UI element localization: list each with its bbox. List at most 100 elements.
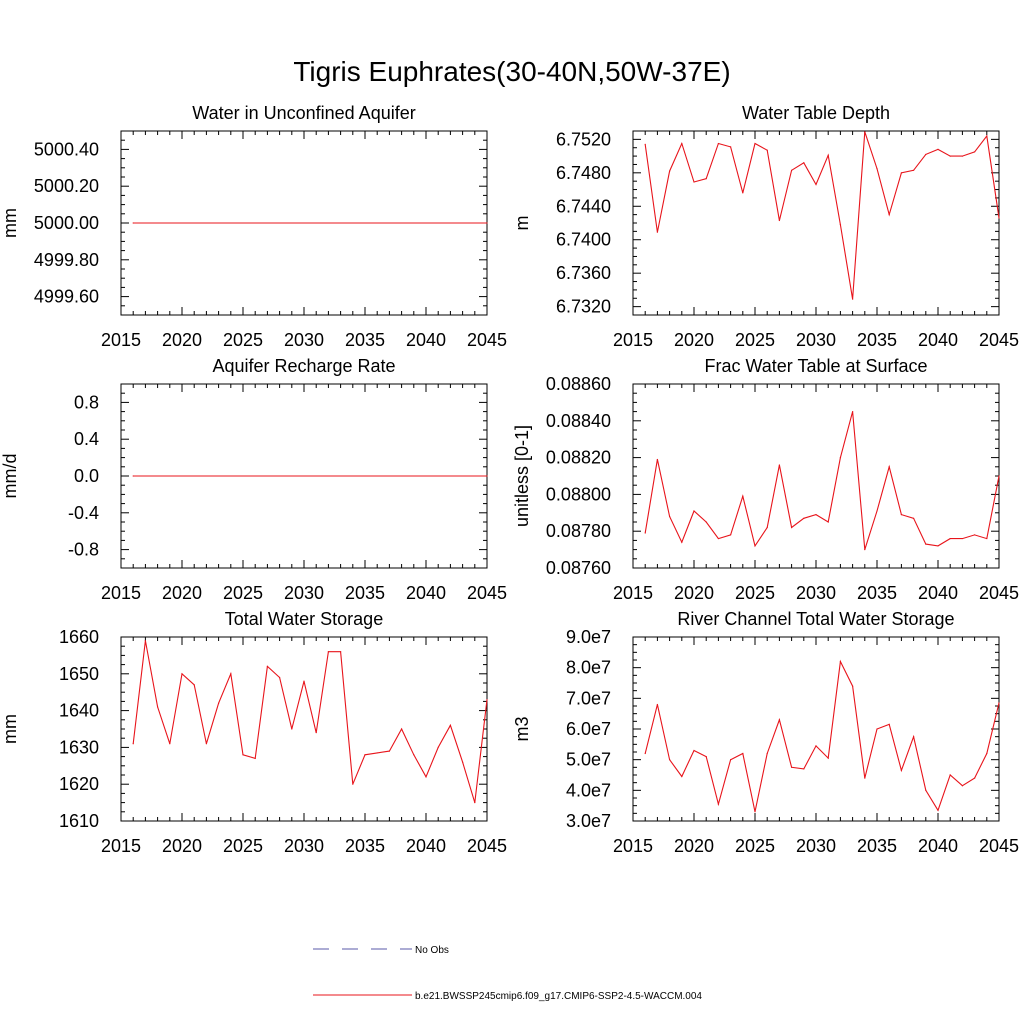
data-point [791, 526, 793, 529]
data-point [839, 457, 842, 459]
y-tick-label: 0.4 [74, 429, 99, 449]
x-tick-label: 2045 [467, 583, 507, 603]
chart-title: Water in Unconfined Aquifer [192, 103, 415, 123]
data-point [766, 149, 768, 151]
data-point [766, 526, 768, 529]
x-tick-label: 2015 [101, 583, 141, 603]
data-point [900, 514, 903, 516]
data-point [852, 298, 854, 300]
data-point [730, 534, 732, 536]
data-point [900, 172, 903, 174]
data-point [864, 777, 866, 779]
data-point [913, 517, 915, 519]
data-point [364, 754, 366, 756]
x-tick-label: 2025 [735, 583, 775, 603]
y-tick-label: 3.0e7 [566, 811, 611, 831]
x-tick-label: 2025 [223, 583, 263, 603]
data-point [132, 222, 134, 224]
chart-panel-3: Aquifer Recharge Rate mm/d 2015 2020 2025 203… [0, 356, 507, 603]
x-tick-label: 2025 [735, 330, 775, 350]
data-point [961, 537, 964, 540]
y-tick-label: 0.0 [74, 466, 99, 486]
data-point [986, 752, 988, 755]
data-point [815, 514, 817, 516]
data-point [815, 745, 817, 747]
y-tick-label: 0.08820 [546, 448, 611, 468]
chart-panel-2: Water Table Depth m 2015 2020 2025 2030 2035 20… [512, 103, 1019, 350]
data-point [388, 750, 390, 752]
data-point [839, 660, 842, 663]
chart-title: Frac Water Table at Surface [704, 356, 927, 376]
data-point [230, 673, 232, 675]
x-tick-label: 2045 [979, 836, 1019, 856]
data-point [303, 680, 305, 682]
chart-panel-5: Total Water Storage mm 2015 2020 2025 2030 203… [0, 609, 507, 856]
x-tick-label: 2040 [918, 583, 958, 603]
data-point [925, 789, 927, 791]
x-tick-label: 2025 [735, 836, 775, 856]
data-point [486, 475, 488, 477]
data-point [681, 142, 683, 145]
data-point [778, 464, 781, 466]
data-point [717, 537, 720, 540]
data-point [693, 749, 695, 752]
data-point [937, 809, 939, 811]
x-tick-label: 2020 [162, 330, 202, 350]
data-point [717, 142, 720, 145]
data-point [656, 458, 659, 461]
data-point [462, 761, 464, 763]
y-tick-label: 6.7360 [556, 263, 611, 283]
x-tick-label: 2040 [406, 836, 446, 856]
data-point [169, 743, 171, 745]
data-point [644, 752, 646, 755]
x-tick-label: 2030 [796, 330, 836, 350]
y-tick-label: 1620 [59, 774, 99, 794]
x-tick-label: 2015 [613, 330, 653, 350]
data-point [852, 411, 854, 413]
chart-title: Total Water Storage [225, 609, 383, 629]
x-tick-label: 2040 [406, 583, 446, 603]
data-point [961, 155, 964, 157]
x-tick-label: 2045 [979, 583, 1019, 603]
plot-frame [632, 130, 1000, 316]
x-tick-label: 2035 [857, 583, 897, 603]
y-tick-label: 6.7520 [556, 129, 611, 149]
data-point [754, 811, 756, 813]
y-tick-label: 6.7440 [556, 196, 611, 216]
data-point [730, 146, 732, 148]
data-point [974, 777, 976, 779]
data-point [157, 706, 159, 708]
data-point [803, 768, 805, 770]
chart-title: River Channel Total Water Storage [677, 609, 954, 629]
x-tick-label: 2015 [101, 836, 141, 856]
y-tick-label: 0.08800 [546, 484, 611, 504]
y-tick-label: 5000.20 [34, 176, 99, 196]
data-point [742, 495, 744, 497]
data-point [644, 143, 646, 145]
y-tick-label: 5000.40 [34, 139, 99, 159]
data-point [766, 752, 768, 755]
x-tick-label: 2020 [674, 583, 714, 603]
data-point [242, 754, 244, 756]
x-tick-label: 2045 [467, 836, 507, 856]
y-tick-label: 5.0e7 [566, 750, 611, 770]
y-tick-label: 6.7400 [556, 230, 611, 250]
data-point [913, 736, 915, 738]
y-axis-label: m [512, 216, 532, 231]
y-tick-label: 6.7480 [556, 163, 611, 183]
x-tick-label: 2020 [162, 836, 202, 856]
data-point [864, 549, 866, 551]
chart-title: Water Table Depth [742, 103, 890, 123]
y-tick-label: 1610 [59, 811, 99, 831]
data-point [437, 746, 439, 749]
data-point [181, 673, 183, 675]
x-tick-label: 2015 [613, 836, 653, 856]
x-tick-label: 2020 [674, 330, 714, 350]
x-tick-label: 2020 [674, 836, 714, 856]
data-point [376, 752, 378, 754]
data-point [754, 142, 756, 145]
data-point [949, 774, 951, 776]
y-axis-label: mm [0, 208, 20, 238]
x-tick-label: 2030 [796, 836, 836, 856]
x-tick-label: 2030 [796, 583, 836, 603]
